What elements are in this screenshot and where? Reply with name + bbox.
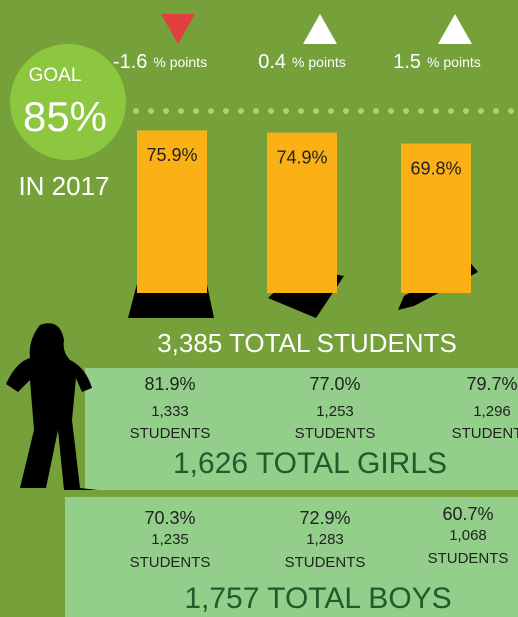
group-pct: 79.7% [466, 374, 517, 394]
goal-dot [493, 108, 499, 114]
goal-dot [433, 108, 439, 114]
total-students: 3,385 TOTAL STUDENTS [157, 328, 457, 358]
girls-total: 1,626 TOTAL GIRLS [173, 447, 447, 480]
goal-dot [313, 108, 319, 114]
boys-total: 1,757 TOTAL BOYS [184, 582, 451, 615]
goal-dot [178, 108, 184, 114]
group-unit: STUDENTS [452, 425, 518, 442]
goal-label: GOAL [29, 65, 82, 86]
goal-dot [343, 108, 349, 114]
goal-dot [223, 108, 229, 114]
goal-dot [193, 108, 199, 114]
goal-value: 85% [23, 93, 107, 140]
group-pct: 60.7% [442, 504, 493, 524]
bar-label: 75.9% [146, 145, 197, 165]
change-unit: % points [292, 54, 346, 70]
goal-dot [403, 108, 409, 114]
group-unit: STUDENTS [295, 425, 376, 442]
group-unit: STUDENTS [130, 425, 211, 442]
group-unit: STUDENTS [130, 554, 211, 571]
group-pct: 70.3% [144, 508, 195, 528]
bar-label: 69.8% [410, 158, 461, 178]
goal-dot [418, 108, 424, 114]
goal-dot [298, 108, 304, 114]
change-value: -1.6 [113, 51, 147, 73]
group-pct: 72.9% [299, 508, 350, 528]
goal-dot [508, 108, 514, 114]
change-value: 1.5 [393, 51, 421, 73]
goal-dot [253, 108, 259, 114]
goal-dot [328, 108, 334, 114]
group-unit: STUDENTS [285, 554, 366, 571]
group-unit: STUDENTS [428, 550, 509, 567]
goal-dot [448, 108, 454, 114]
goal-dot [283, 108, 289, 114]
group-count: 1,283 [306, 531, 344, 548]
infographic: GOAL 85% IN 2017 3,385 TOTAL STUDENTS 1,… [0, 0, 518, 617]
goal-dot [478, 108, 484, 114]
group-pct: 81.9% [144, 374, 195, 394]
goal-dot [148, 108, 154, 114]
goal-dot [388, 108, 394, 114]
goal-dot [238, 108, 244, 114]
group-count: 1,068 [449, 527, 487, 544]
goal-dot [463, 108, 469, 114]
group-count: 1,296 [473, 403, 511, 420]
change-unit: % points [153, 54, 207, 70]
goal-dot [133, 108, 139, 114]
goal-year: IN 2017 [18, 171, 109, 201]
change-value: 0.4 [258, 51, 286, 73]
goal-dot [163, 108, 169, 114]
group-count: 1,235 [151, 531, 189, 548]
goal-dot [373, 108, 379, 114]
goal-dot [358, 108, 364, 114]
change-unit: % points [427, 54, 481, 70]
goal-dot [268, 108, 274, 114]
group-count: 1,333 [151, 403, 189, 420]
group-pct: 77.0% [309, 374, 360, 394]
group-count: 1,253 [316, 403, 354, 420]
bar-label: 74.9% [276, 147, 327, 167]
goal-dot [208, 108, 214, 114]
